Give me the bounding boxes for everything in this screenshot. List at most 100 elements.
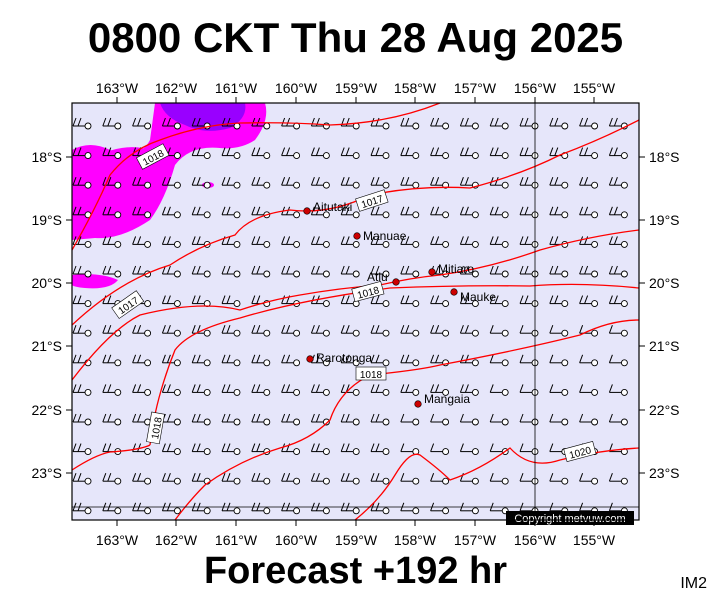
map-title: 0800 CKT Thu 28 Aug 2025 <box>87 14 624 61</box>
wind-barb <box>579 413 599 426</box>
lat-label: 23°S <box>649 465 680 481</box>
wind-barb <box>370 473 390 485</box>
wind-barb <box>102 265 122 278</box>
wind-barb <box>72 236 92 248</box>
wind-barb <box>132 236 152 248</box>
wind-barb <box>459 502 479 515</box>
wind-barb <box>281 413 301 426</box>
wind-barb <box>132 354 152 367</box>
wind-barb <box>400 236 420 248</box>
wind-barb <box>340 117 360 130</box>
lon-label: 163°W <box>96 532 139 548</box>
wind-barb <box>281 325 301 337</box>
wind-barb <box>608 354 628 367</box>
lon-label: 155°W <box>573 80 616 96</box>
wind-barb <box>161 117 181 130</box>
wind-barb <box>400 117 420 130</box>
wind-barb <box>310 325 330 337</box>
wind-barb <box>459 206 479 219</box>
wind-barb <box>340 354 360 367</box>
wind-barb <box>221 177 241 189</box>
lon-label: 155°W <box>573 532 616 548</box>
lon-ticks-top <box>116 97 595 103</box>
wind-barb <box>132 413 152 426</box>
isobar-line <box>72 444 151 471</box>
wind-barb <box>370 443 390 456</box>
wind-barb <box>430 413 450 426</box>
wind-barb <box>310 147 330 160</box>
wind-barb <box>489 325 509 337</box>
lon-label: 158°W <box>394 532 437 548</box>
wind-barb <box>370 325 390 337</box>
wind-barb <box>549 295 569 308</box>
wind-barb <box>579 384 599 396</box>
wind-barb <box>340 384 360 396</box>
wind-barb <box>549 325 569 337</box>
wind-barb <box>281 265 301 278</box>
wind-barb <box>489 147 509 160</box>
wind-barb <box>608 147 628 160</box>
wind-barb <box>221 236 241 248</box>
isobar-line <box>354 447 639 520</box>
wind-barb <box>191 413 211 426</box>
wind-barb <box>430 295 450 308</box>
wind-barb <box>310 413 330 426</box>
wind-barb <box>191 295 211 308</box>
svg-text:Copyright metvuw.com: Copyright metvuw.com <box>514 513 625 525</box>
wind-barb <box>489 384 509 396</box>
lat-label: 21°S <box>31 338 62 354</box>
wind-barb <box>310 384 330 396</box>
wind-barb <box>72 384 92 396</box>
wind-barb <box>251 325 271 337</box>
wind-barb <box>72 117 92 130</box>
wind-barb <box>430 206 450 219</box>
lon-label: 157°W <box>454 80 497 96</box>
wind-barb <box>549 265 569 278</box>
wind-barb <box>400 413 420 426</box>
wind-barb <box>400 206 420 219</box>
island-mauke-label: Mauke <box>460 290 496 304</box>
lat-label: 18°S <box>649 149 680 165</box>
wind-barb <box>370 384 390 396</box>
wind-barb <box>608 177 628 189</box>
island-atiu-label: Atiu <box>367 270 388 284</box>
wind-barb <box>459 354 479 367</box>
wind-barb <box>340 236 360 248</box>
wind-barb <box>430 147 450 160</box>
wind-barb <box>161 206 181 219</box>
wind-barb <box>370 265 390 278</box>
lat-label: 20°S <box>31 275 62 291</box>
island-manuae-marker <box>353 232 361 240</box>
copyright-badge: Copyright metvuw.com <box>506 511 634 525</box>
island-aitutaki-label: Aitutaki <box>313 200 352 214</box>
wind-barb <box>579 354 599 367</box>
wind-barb <box>161 473 181 485</box>
wind-barb <box>191 384 211 396</box>
svg-text:1018: 1018 <box>360 370 383 381</box>
wind-barb <box>370 236 390 248</box>
wind-barb <box>161 265 181 278</box>
wind-barb <box>132 473 152 485</box>
wind-barb <box>430 473 450 485</box>
wind-barb <box>132 325 152 337</box>
wind-barb <box>221 443 241 456</box>
wind-barb <box>221 295 241 308</box>
wind-barb <box>191 443 211 456</box>
wind-barb <box>161 384 181 396</box>
lon-label: 161°W <box>215 80 258 96</box>
lon-label: 160°W <box>275 532 318 548</box>
wind-barb <box>579 473 599 485</box>
lat-labels-right: 18°S 19°S 20°S 21°S 22°S 23°S <box>649 149 680 481</box>
wind-barb <box>251 117 271 130</box>
lon-label: 158°W <box>394 80 437 96</box>
wind-barb <box>191 325 211 337</box>
wind-barb <box>459 265 479 278</box>
island-mitiaro-label: Mitiaro <box>438 262 474 276</box>
wind-barb <box>102 384 122 396</box>
wind-barb <box>608 413 628 426</box>
wind-barb <box>221 354 241 367</box>
lat-ticks <box>66 156 645 474</box>
wind-barb <box>579 325 599 337</box>
wind-barb <box>608 295 628 308</box>
wind-barb <box>608 265 628 278</box>
